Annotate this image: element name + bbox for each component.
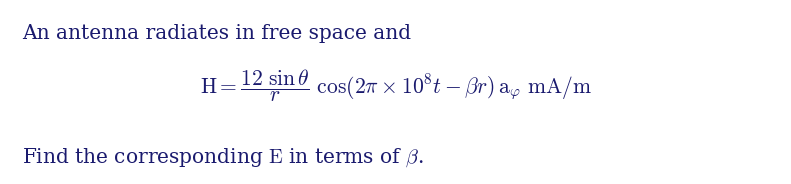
Text: Find the corresponding $\mathrm{E}$ in terms of $\beta$.: Find the corresponding $\mathrm{E}$ in t… bbox=[22, 147, 424, 169]
Text: An antenna radiates in free space and: An antenna radiates in free space and bbox=[22, 24, 411, 43]
Text: $\mathrm{H} = \dfrac{12\ \sin\theta}{r}\ \cos(2\pi \times 10^8 t - \beta r)\, \m: $\mathrm{H} = \dfrac{12\ \sin\theta}{r}\… bbox=[199, 67, 592, 104]
